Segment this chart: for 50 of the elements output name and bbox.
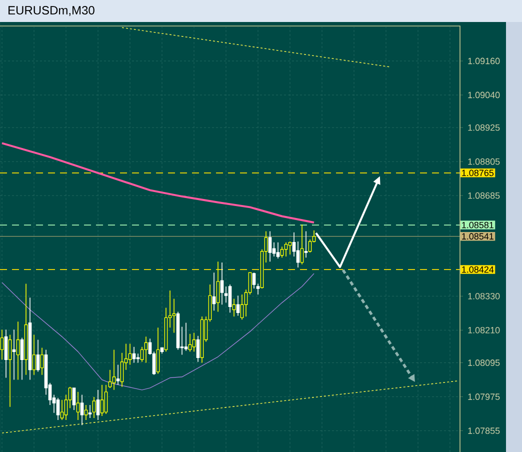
candlestick	[276, 242, 280, 259]
candlestick	[128, 343, 132, 366]
ref-line-label: 1.08424	[462, 266, 494, 273]
candlestick	[60, 399, 64, 420]
chart-title: EURUSDm,M30	[8, 6, 94, 16]
y-tick-label: 1.08210	[468, 326, 500, 334]
y-tick-label: 1.09040	[468, 92, 500, 98]
candlestick	[284, 242, 288, 257]
line-series	[2, 273, 314, 390]
candlestick	[112, 349, 116, 390]
candlestick	[104, 384, 108, 414]
y-tick-label: 1.08925	[468, 124, 500, 131]
ref-line-label: 1.08541	[462, 233, 494, 240]
candlestick	[140, 346, 144, 362]
candlestick	[72, 388, 76, 410]
candlestick	[84, 404, 88, 420]
y-tick-label: 1.08330	[468, 292, 500, 300]
ref-line-label: 1.08765	[462, 170, 494, 176]
candlestick	[80, 394, 84, 426]
candlestick	[304, 230, 308, 258]
candlestick	[76, 392, 80, 420]
y-tick-label: 1.08805	[468, 158, 500, 165]
candlestick	[220, 262, 224, 306]
candlestick	[100, 384, 104, 416]
candlestick	[196, 335, 200, 362]
candlestick	[240, 294, 244, 320]
candlestick	[268, 230, 272, 262]
candlestick	[252, 272, 256, 289]
candlestick	[20, 337, 24, 380]
candlestick	[4, 329, 8, 378]
candlestick	[120, 352, 124, 388]
candlestick	[216, 261, 220, 312]
candlestick	[300, 224, 304, 265]
candlestick	[296, 241, 300, 268]
y-tick-label: 1.09160	[468, 58, 500, 64]
candlestick	[256, 283, 260, 295]
ref-line-label: 1.08581	[462, 222, 494, 228]
candlestick	[88, 404, 92, 418]
y-tick-label: 1.07975	[468, 394, 500, 400]
candlestick	[228, 284, 232, 313]
candlestick	[280, 246, 284, 258]
candlestick	[8, 334, 12, 408]
y-tick-label: 1.08685	[468, 192, 500, 199]
y-tick-label: 1.07855	[468, 428, 500, 434]
candlestick	[308, 239, 312, 253]
line-series	[1, 142, 316, 224]
candlestick	[92, 396, 96, 418]
candlestick	[236, 295, 240, 316]
candlestick	[288, 241, 292, 255]
y-tick-label: 1.08095	[468, 360, 500, 366]
